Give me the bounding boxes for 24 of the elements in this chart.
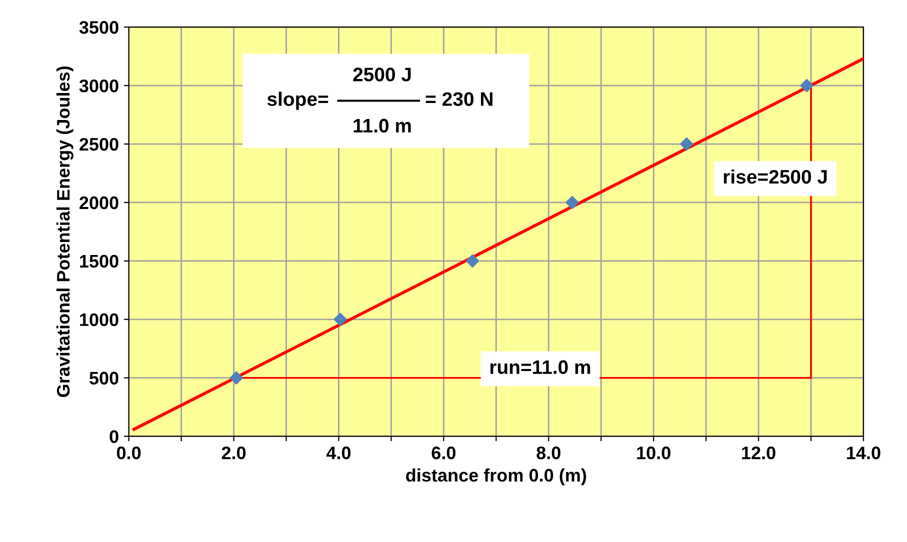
x-tick-label: 10.0: [637, 446, 670, 460]
x-tick-label: 12.0: [742, 446, 776, 460]
x-axis-title: distance from 0.0 (m): [406, 468, 586, 486]
x-tick-label: 8.0: [536, 446, 560, 460]
x-tick-label: 4.0: [326, 446, 351, 460]
annotation: rise=2500 J: [724, 169, 827, 184]
y-axis-title: Gravitational Potential Energy (Joules): [56, 66, 74, 397]
y-tick-label: 0: [110, 430, 118, 444]
x-tick-label: 14.0: [847, 446, 880, 460]
y-tick-label: 3500: [79, 21, 118, 34]
annotation: 11.0 m: [354, 118, 411, 133]
y-tick-label: 3000: [79, 79, 118, 92]
annotation: run=11.0 m: [490, 360, 590, 374]
y-tick-label: 500: [90, 372, 118, 385]
y-tick-label: 2000: [80, 196, 118, 210]
annotation: 2500 J: [353, 68, 411, 82]
y-tick-label: 1500: [80, 254, 118, 268]
x-tick-label: 0.0: [116, 446, 141, 460]
y-tick-label: 1000: [80, 313, 118, 326]
annotation: slope=: [267, 92, 328, 110]
annotation: = 230 N: [426, 92, 492, 106]
x-tick-label: 2.0: [222, 446, 246, 460]
y-tick-label: 2500: [80, 138, 118, 151]
x-tick-label: 6.0: [432, 446, 456, 460]
